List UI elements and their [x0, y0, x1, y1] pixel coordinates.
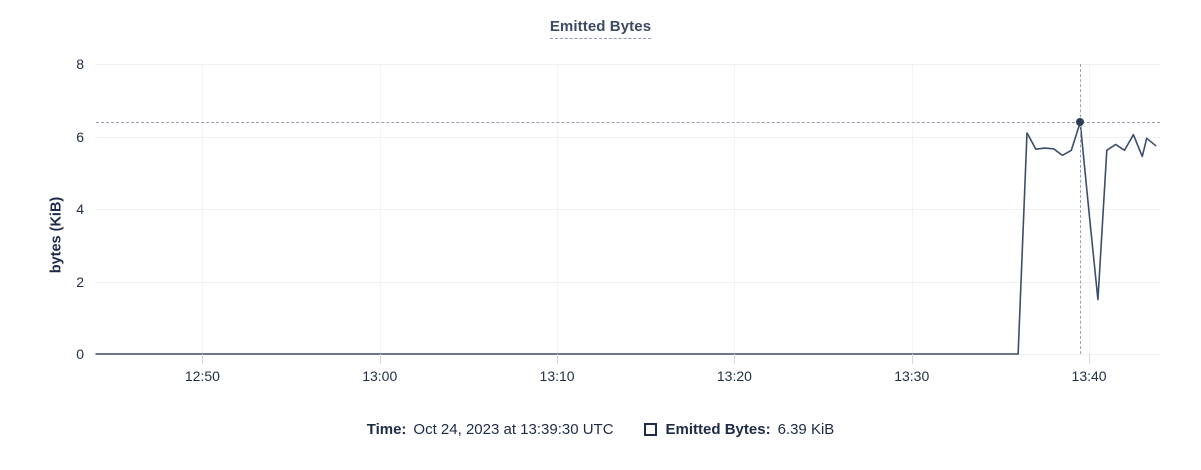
footer-time-group: Time: Oct 24, 2023 at 13:39:30 UTC — [367, 421, 614, 438]
x-axis-tick-marks — [96, 354, 1160, 364]
y-gridline — [96, 209, 1160, 210]
footer-series-group[interactable]: Emitted Bytes: 6.39 KiB — [643, 421, 835, 438]
x-tick-mark — [734, 354, 736, 364]
x-tick-mark — [379, 354, 381, 364]
series-line-emitted-bytes — [95, 121, 1157, 355]
y-tick-label: 6 — [76, 128, 84, 145]
footer-series-key: Emitted Bytes: — [665, 421, 771, 438]
crosshair-vertical-line — [1080, 64, 1082, 354]
chart-title-text: Emitted Bytes — [549, 18, 652, 39]
x-tick-label: 13:30 — [894, 368, 930, 384]
y-tick-label: 8 — [76, 56, 84, 72]
y-tick-label: 4 — [76, 201, 84, 217]
x-tick-mark — [202, 354, 204, 364]
y-axis-tick-labels: 0 2 4 6 8 — [0, 56, 96, 362]
y-tick-label: 0 — [76, 346, 84, 362]
legend-color-swatch-icon[interactable] — [643, 423, 657, 436]
x-tick-label: 13:00 — [362, 368, 398, 384]
y-gridline — [96, 64, 1160, 65]
y-gridline — [96, 136, 1160, 138]
series-path — [95, 121, 1157, 355]
x-tick-label: 13:40 — [1071, 368, 1107, 384]
x-tick-label: 13:10 — [539, 368, 575, 384]
y-gridline — [96, 281, 1160, 283]
plot-area[interactable] — [95, 64, 1160, 355]
chart-title: Emitted Bytes — [0, 18, 1201, 39]
highlighted-data-point-marker[interactable] — [1076, 118, 1085, 127]
footer-time-value: Oct 24, 2023 at 13:39:30 UTC — [413, 421, 614, 438]
x-tick-mark — [557, 354, 559, 364]
y-tick-label: 2 — [76, 273, 84, 290]
crosshair-horizontal-line — [96, 122, 1160, 124]
x-tick-label: 12:50 — [184, 368, 220, 384]
x-tick-mark — [911, 354, 913, 364]
chart-footer-legend: Time: Oct 24, 2023 at 13:39:30 UTC Emitt… — [0, 421, 1201, 438]
x-tick-mark — [1089, 354, 1091, 364]
x-tick-label: 13:20 — [716, 368, 752, 384]
footer-series-value: 6.39 KiB — [777, 421, 835, 438]
footer-time-key: Time: — [366, 421, 407, 438]
x-axis-tick-labels: 12:50 13:00 13:10 13:20 13:30 13:40 — [96, 368, 1160, 388]
